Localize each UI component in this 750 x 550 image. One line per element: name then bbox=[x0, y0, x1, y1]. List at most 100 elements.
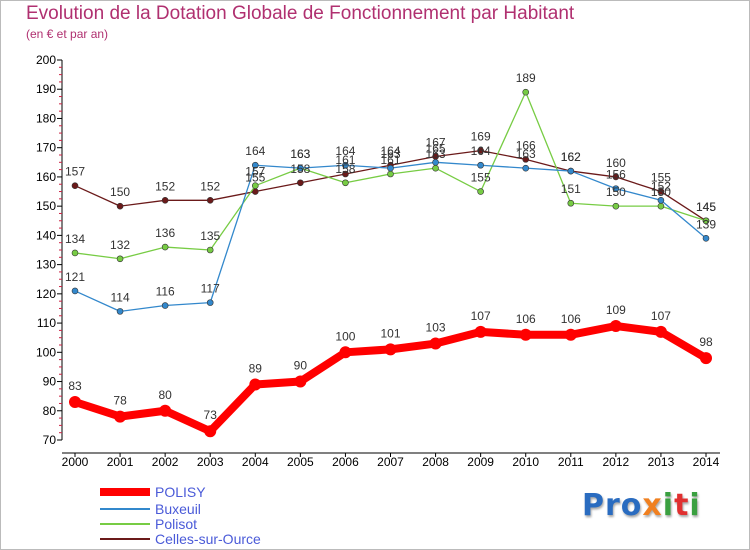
point-polisy bbox=[204, 425, 217, 438]
point-buxeuil bbox=[522, 164, 530, 172]
axes: 7080901001101201301401501601701801902002… bbox=[36, 53, 720, 469]
point-polisot bbox=[477, 188, 484, 195]
data-label-buxeuil: 156 bbox=[606, 168, 626, 182]
point-polisot bbox=[116, 255, 124, 263]
y-tick-label: 190 bbox=[36, 82, 56, 96]
point-polisot bbox=[342, 179, 349, 187]
data-label-buxeuil: 152 bbox=[651, 179, 671, 193]
data-label-polisy: 98 bbox=[699, 335, 713, 349]
data-label-celles-sur-ource: 158 bbox=[290, 162, 310, 176]
data-label-buxeuil: 164 bbox=[471, 144, 491, 158]
data-label-celles-sur-ource: 145 bbox=[696, 200, 716, 214]
data-label-celles-sur-ource: 160 bbox=[606, 156, 626, 170]
point-buxeuil bbox=[702, 235, 710, 242]
data-label-celles-sur-ource: 162 bbox=[561, 150, 581, 164]
data-label-polisy: 80 bbox=[158, 388, 172, 402]
data-label-polisot: 158 bbox=[335, 162, 355, 176]
data-label-polisy: 106 bbox=[561, 312, 581, 326]
data-label-buxeuil: 163 bbox=[516, 147, 536, 161]
point-celles-sur-ource bbox=[342, 170, 349, 178]
x-tick-label: 2005 bbox=[287, 455, 314, 469]
point-celles-sur-ource bbox=[522, 156, 530, 163]
y-tick-label: 140 bbox=[36, 228, 56, 242]
series-line-polisy bbox=[71, 322, 710, 436]
chart-title: Evolution de la Dotation Globale de Fonc… bbox=[26, 3, 575, 24]
point-polisy bbox=[114, 410, 127, 423]
data-label-celles-sur-ource: 157 bbox=[65, 165, 85, 179]
data-label-celles-sur-ource: 152 bbox=[200, 179, 220, 193]
point-buxeuil bbox=[71, 287, 79, 295]
point-polisy bbox=[654, 325, 667, 338]
data-label-celles-sur-ource: 150 bbox=[110, 185, 130, 199]
point-polisy bbox=[700, 352, 712, 365]
x-tick-label: 2014 bbox=[693, 455, 720, 469]
point-buxeuil bbox=[297, 164, 304, 172]
point-celles-sur-ource bbox=[116, 202, 124, 210]
data-label-buxeuil: 121 bbox=[65, 270, 85, 284]
point-buxeuil bbox=[432, 159, 439, 166]
point-buxeuil bbox=[251, 161, 259, 169]
data-label-celles-sur-ource: 169 bbox=[471, 130, 491, 144]
point-polisot bbox=[161, 243, 169, 251]
point-polisy bbox=[519, 328, 532, 341]
legend-label-polisot: Polisot bbox=[155, 516, 197, 532]
point-polisy bbox=[429, 337, 442, 350]
data-label-polisot: 151 bbox=[561, 182, 581, 196]
x-tick-label: 2000 bbox=[62, 455, 89, 469]
x-tick-label: 2003 bbox=[197, 455, 224, 469]
y-tick-label: 90 bbox=[43, 375, 57, 389]
point-polisy bbox=[384, 343, 397, 356]
point-polisy bbox=[609, 320, 622, 332]
point-buxeuil bbox=[387, 164, 394, 172]
point-buxeuil bbox=[116, 308, 124, 315]
point-polisy bbox=[294, 375, 307, 388]
point-buxeuil bbox=[567, 167, 575, 175]
data-label-celles-sur-ource: 152 bbox=[155, 179, 175, 193]
data-label-buxeuil: 163 bbox=[380, 147, 400, 161]
point-polisy bbox=[249, 378, 262, 391]
y-tick-label: 200 bbox=[36, 53, 56, 67]
data-label-celles-sur-ource: 164 bbox=[380, 144, 400, 158]
data-label-buxeuil: 165 bbox=[426, 141, 446, 155]
x-tick-label: 2010 bbox=[512, 455, 539, 469]
data-label-polisy: 103 bbox=[426, 321, 446, 335]
data-label-celles-sur-ource: 167 bbox=[426, 135, 446, 149]
x-tick-label: 2011 bbox=[558, 455, 584, 469]
y-tick-label: 70 bbox=[43, 433, 57, 447]
data-label-polisy: 78 bbox=[113, 394, 127, 408]
x-tick-label: 2006 bbox=[332, 455, 359, 469]
legend-label-buxeuil: Buxeuil bbox=[155, 501, 201, 517]
y-tick-label: 110 bbox=[37, 316, 56, 330]
data-label-polisy: 109 bbox=[606, 303, 626, 317]
point-polisot bbox=[702, 217, 710, 225]
point-celles-sur-ource bbox=[71, 182, 79, 189]
data-label-polisot: 163 bbox=[290, 147, 310, 161]
proxiti-logo: Proxiti bbox=[582, 488, 701, 523]
data-label-buxeuil: 117 bbox=[201, 282, 220, 296]
y-tick-label: 100 bbox=[36, 345, 56, 359]
data-label-polisot: 150 bbox=[651, 185, 671, 199]
data-label-polisy: 101 bbox=[380, 326, 400, 340]
data-label-polisy: 90 bbox=[294, 359, 308, 373]
point-polisot bbox=[251, 182, 259, 189]
x-tick-label: 2013 bbox=[648, 455, 675, 469]
y-tick-label: 160 bbox=[36, 170, 56, 184]
point-buxeuil bbox=[342, 161, 349, 169]
data-label-celles-sur-ource: 166 bbox=[516, 138, 536, 152]
point-buxeuil bbox=[612, 185, 620, 192]
data-label-polisot: 163 bbox=[426, 147, 446, 161]
data-label-polisot: 157 bbox=[245, 165, 265, 179]
point-polisot bbox=[206, 246, 214, 254]
point-polisy bbox=[564, 328, 577, 341]
point-polisot bbox=[387, 170, 394, 178]
x-tick-label: 2009 bbox=[467, 455, 494, 469]
data-label-polisy: 100 bbox=[335, 329, 355, 343]
legend-label-polisy: POLISY bbox=[155, 484, 206, 500]
y-tick-label: 130 bbox=[36, 258, 56, 272]
data-label-buxeuil: 116 bbox=[156, 285, 175, 299]
series-lines bbox=[69, 88, 712, 438]
data-label-polisot: 150 bbox=[606, 185, 626, 199]
point-buxeuil bbox=[161, 302, 169, 309]
data-label-buxeuil: 163 bbox=[290, 147, 310, 161]
